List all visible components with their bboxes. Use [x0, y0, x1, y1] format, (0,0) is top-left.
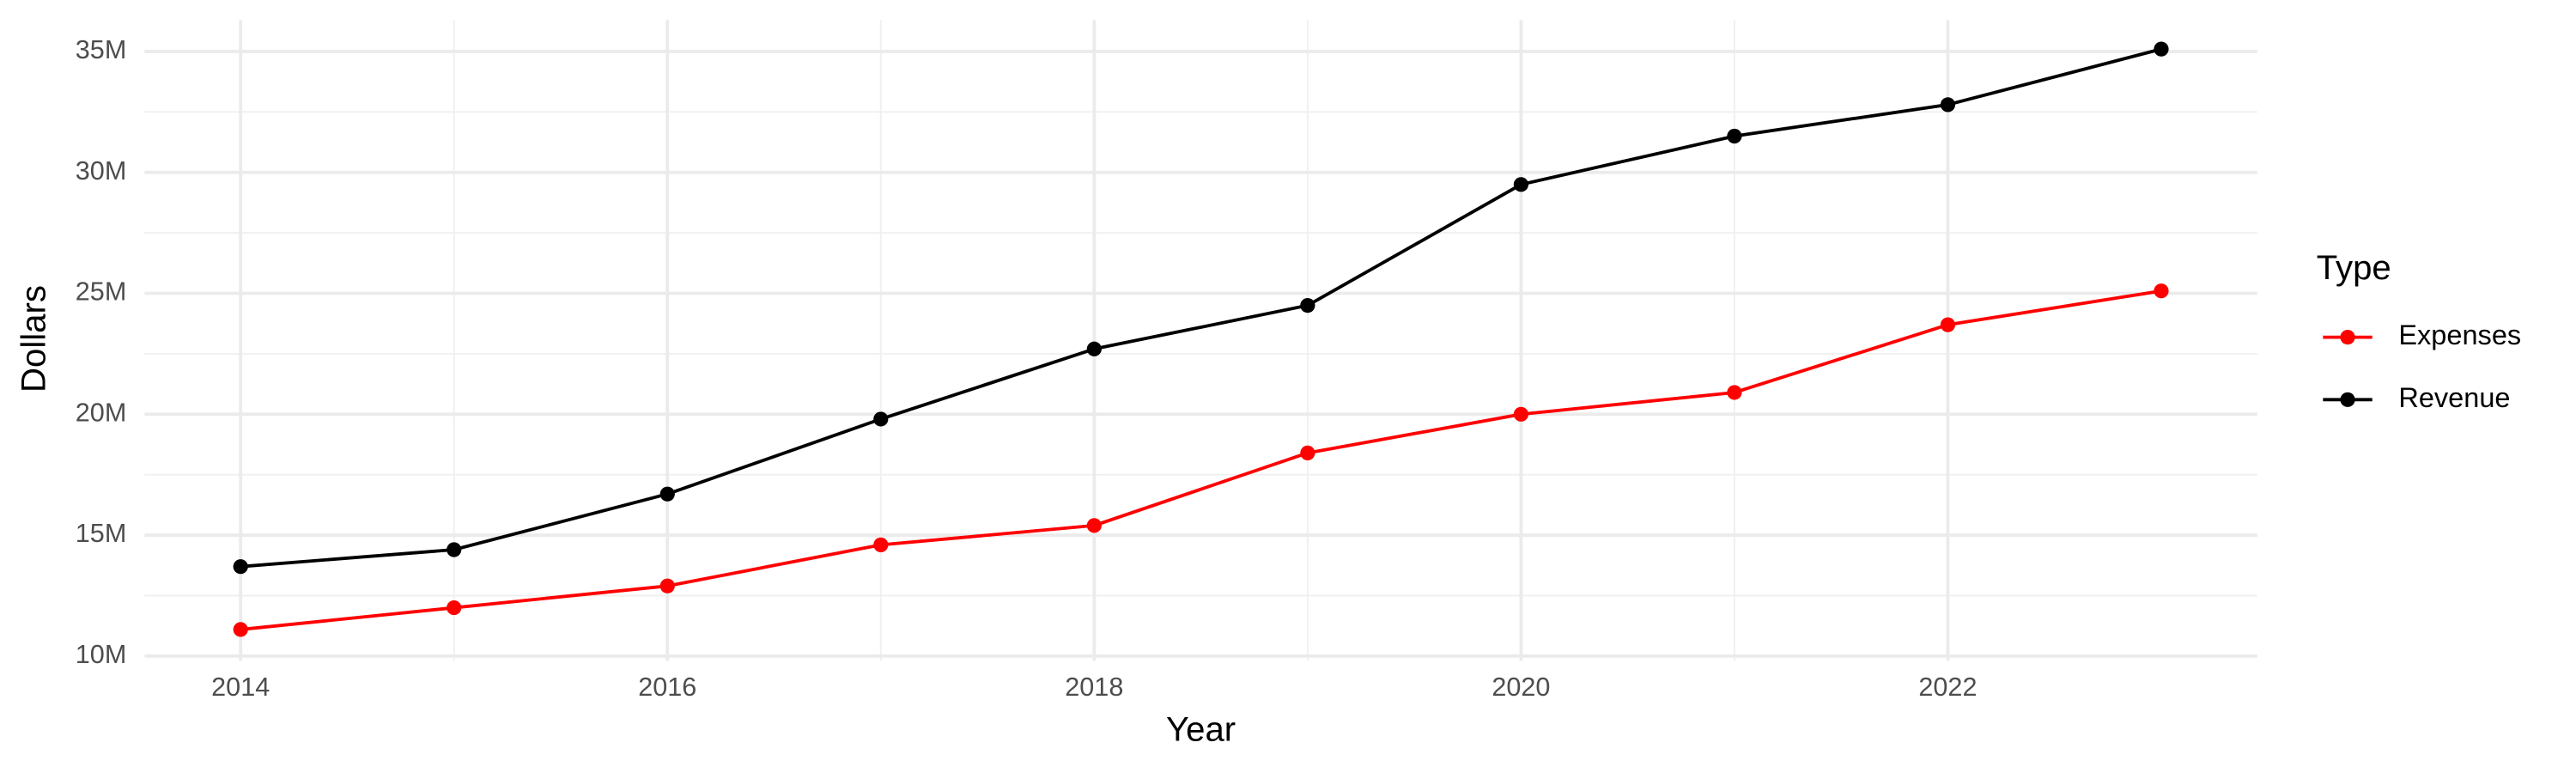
data-point	[873, 537, 889, 552]
data-point	[1940, 317, 1956, 332]
x-tick-label: 2020	[1492, 673, 1550, 702]
grid: 2014 2016 2018 2020 2022 10M 15M 20M 25M 30M 35M	[76, 20, 2257, 702]
y-tick-label: 25M	[76, 277, 127, 307]
data-point	[1300, 297, 1315, 313]
data-point	[659, 486, 675, 502]
data-point	[447, 542, 462, 557]
x-tick-label: 2016	[638, 673, 696, 702]
x-axis-title: Year	[1166, 709, 1236, 748]
legend-swatch-point	[2340, 392, 2355, 407]
y-axis-title: Dollars	[15, 285, 53, 393]
data-point	[873, 411, 889, 427]
data-point	[2154, 283, 2169, 299]
data-point	[1086, 518, 1102, 533]
data-point	[1513, 177, 1529, 192]
y-tick-label: 30M	[76, 156, 127, 186]
series-line	[240, 47, 2162, 569]
data-point	[1086, 341, 1102, 356]
data-point	[659, 578, 675, 593]
data-point	[1940, 97, 1956, 113]
legend-label: Expenses	[2398, 320, 2521, 350]
data-point	[233, 559, 248, 575]
legend-title: Type	[2317, 248, 2391, 287]
data-point	[1727, 385, 1742, 400]
y-tick-label: 35M	[76, 35, 127, 64]
plot	[233, 41, 2169, 637]
data-point	[1727, 128, 1742, 144]
data-point	[1300, 445, 1315, 460]
legend: Type Expenses Revenue	[2317, 248, 2521, 413]
legend-label: Revenue	[2398, 382, 2510, 413]
x-tick-label: 2014	[211, 673, 270, 702]
data-point	[1513, 406, 1529, 422]
x-tick-label: 2018	[1065, 673, 1123, 702]
y-tick-label: 10M	[76, 640, 127, 669]
legend-swatch-point	[2340, 329, 2355, 345]
y-tick-label: 15M	[76, 519, 127, 548]
data-point	[2154, 41, 2169, 57]
data-point	[447, 600, 462, 616]
x-tick-label: 2022	[1918, 673, 1977, 702]
y-tick-label: 20M	[76, 398, 127, 427]
data-point	[233, 622, 248, 637]
series-line	[240, 289, 2162, 631]
